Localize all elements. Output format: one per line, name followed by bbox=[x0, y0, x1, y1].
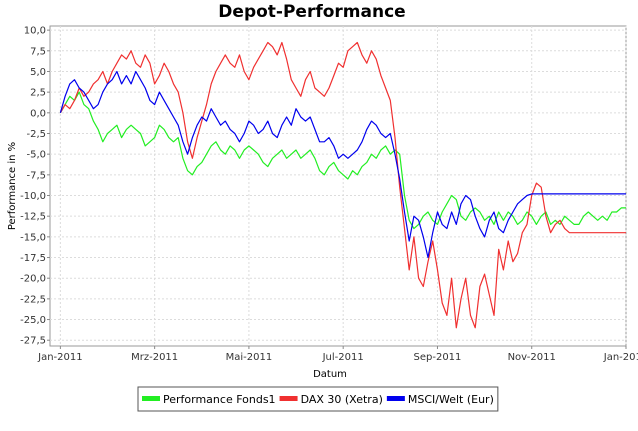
series-line-1 bbox=[59, 91, 626, 230]
legend-swatch-1 bbox=[142, 396, 160, 401]
legend-frame bbox=[137, 386, 499, 412]
legend-swatch-2 bbox=[279, 396, 298, 401]
x-tick-label: Sep-2011 bbox=[414, 352, 462, 363]
x-tick-label: Jul-2011 bbox=[322, 352, 364, 363]
series-line-3 bbox=[59, 70, 626, 259]
series-lines bbox=[59, 41, 626, 329]
legend: Performance Fonds1 DAX 30 (Xetra) MSCI/Wel… bbox=[137, 386, 499, 412]
y-tick-label: -25,0 bbox=[20, 315, 46, 326]
x-tick-label: Jan-2012 bbox=[603, 352, 638, 363]
y-tick-label: -22,5 bbox=[20, 294, 46, 305]
chart-title: Depot-Performance bbox=[218, 2, 405, 22]
series-line-2 bbox=[59, 41, 626, 329]
y-tick-label: -17,5 bbox=[20, 253, 46, 264]
y-tick-label: 5,0 bbox=[30, 67, 46, 78]
x-axis-title: Datum bbox=[313, 369, 347, 380]
y-tick-label: -15,0 bbox=[20, 232, 46, 243]
y-axis-title: Performance in % bbox=[7, 142, 18, 230]
y-tick-label: 2,5 bbox=[30, 88, 46, 99]
plot-area bbox=[49, 25, 627, 347]
y-tick-label: -2,5 bbox=[26, 129, 46, 140]
x-tick-label: Nov-2011 bbox=[508, 352, 556, 363]
x-tick-label: Mrz-2011 bbox=[131, 352, 178, 363]
y-tick-label: 0,0 bbox=[30, 108, 46, 119]
legend-label-3: MSCI/Welt (Eur) bbox=[408, 393, 494, 406]
y-tick-label: -5,0 bbox=[26, 150, 46, 161]
y-tick-label: -20,0 bbox=[20, 274, 46, 285]
x-axis: Jan-2011 Mrz-2011 Mai-2011 Jul-2011 Sep-2011… bbox=[37, 346, 638, 363]
y-tick-label: 10,0 bbox=[24, 26, 46, 37]
legend-label-2: DAX 30 (Xetra) bbox=[301, 393, 383, 406]
y-tick-label: 7,5 bbox=[30, 46, 46, 57]
x-tick-label: Jan-2011 bbox=[37, 352, 82, 363]
legend-swatch-3 bbox=[386, 396, 405, 401]
y-tick-label: -10,0 bbox=[20, 191, 46, 202]
y-axis: 10,0 7,5 5,0 2,5 0,0 -2,5 -5,0 -7,5 -10,0 -12,5 -1… bbox=[20, 26, 50, 347]
grid bbox=[50, 26, 627, 346]
y-tick-label: -12,5 bbox=[20, 212, 46, 223]
y-tick-label: -27,5 bbox=[20, 336, 46, 347]
x-tick-label: Mai-2011 bbox=[226, 352, 273, 363]
legend-label-1: Performance Fonds1 bbox=[163, 393, 276, 406]
y-tick-label: -7,5 bbox=[26, 170, 46, 181]
